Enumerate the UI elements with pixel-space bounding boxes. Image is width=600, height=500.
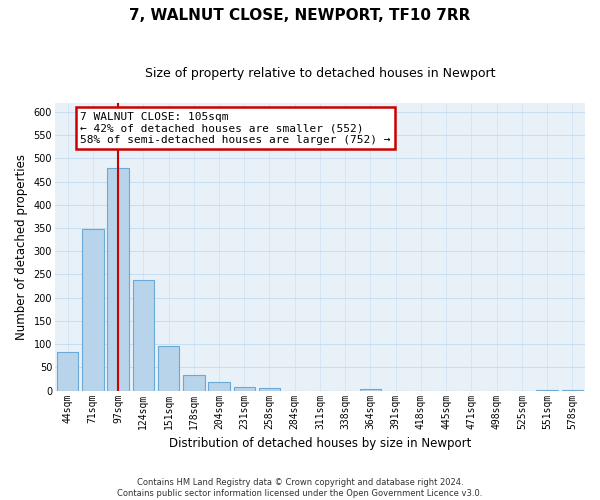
- Bar: [259, 388, 280, 390]
- Bar: [57, 352, 79, 391]
- Bar: [107, 168, 129, 390]
- Text: 7, WALNUT CLOSE, NEWPORT, TF10 7RR: 7, WALNUT CLOSE, NEWPORT, TF10 7RR: [130, 8, 470, 22]
- Bar: [82, 229, 104, 390]
- Bar: [158, 346, 179, 391]
- Y-axis label: Number of detached properties: Number of detached properties: [15, 154, 28, 340]
- Bar: [133, 280, 154, 390]
- Bar: [208, 382, 230, 390]
- X-axis label: Distribution of detached houses by size in Newport: Distribution of detached houses by size …: [169, 437, 471, 450]
- Bar: [233, 387, 255, 390]
- Text: 7 WALNUT CLOSE: 105sqm
← 42% of detached houses are smaller (552)
58% of semi-de: 7 WALNUT CLOSE: 105sqm ← 42% of detached…: [80, 112, 391, 145]
- Text: Contains HM Land Registry data © Crown copyright and database right 2024.
Contai: Contains HM Land Registry data © Crown c…: [118, 478, 482, 498]
- Title: Size of property relative to detached houses in Newport: Size of property relative to detached ho…: [145, 68, 495, 80]
- Bar: [183, 375, 205, 390]
- Bar: [360, 389, 381, 390]
